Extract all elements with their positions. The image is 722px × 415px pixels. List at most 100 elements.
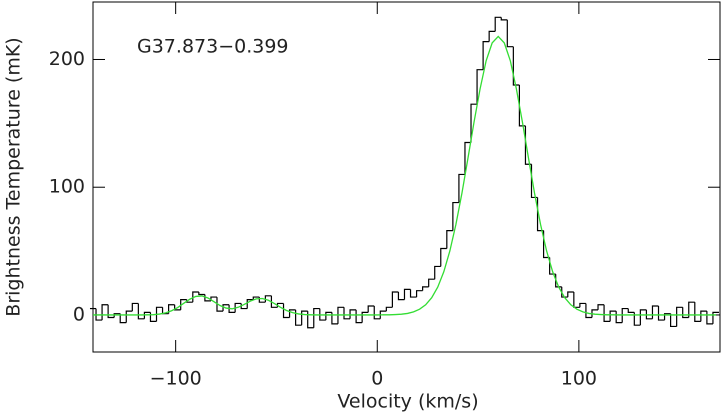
spectrum-step xyxy=(670,313,677,328)
spectrum-step xyxy=(228,304,236,314)
spectrum-step xyxy=(155,306,163,322)
spectrum-step xyxy=(561,286,568,298)
spectrum-step xyxy=(446,230,453,249)
spectrum-step xyxy=(397,291,405,301)
spectrum-step xyxy=(343,307,351,320)
spectrum-step xyxy=(385,306,393,312)
y-axis-label: Brightness Temperature (mK) xyxy=(3,37,25,316)
spectrum-step xyxy=(270,295,278,308)
spectrum-step xyxy=(313,307,320,328)
spectrum-step xyxy=(234,302,242,313)
spectrum-step xyxy=(119,313,127,324)
spectrum-step xyxy=(355,309,363,324)
spectrum-step xyxy=(168,304,175,314)
spectrum-step xyxy=(180,299,187,310)
spectrum-step xyxy=(591,309,599,318)
x-tick-label: 100 xyxy=(561,368,597,390)
spectrum-step xyxy=(373,306,381,320)
y-tick-label: 0 xyxy=(73,303,85,325)
spectrum-step xyxy=(567,291,574,298)
spectrum-step xyxy=(113,313,121,318)
spectrum-step xyxy=(95,308,103,321)
spectrum-step xyxy=(615,311,623,324)
spectrum-step xyxy=(137,303,145,320)
spectrum-step xyxy=(101,304,109,321)
x-tick-label: 0 xyxy=(371,368,383,390)
spectrum-step xyxy=(379,310,387,319)
spectrum-step xyxy=(627,308,635,314)
spectrum-step xyxy=(482,40,490,70)
spectrum-step xyxy=(585,303,592,319)
spectrum-step xyxy=(125,310,133,323)
spectrum-step xyxy=(712,311,719,324)
spectrum-step xyxy=(361,311,369,323)
spectrum-step xyxy=(579,302,586,308)
spectrum-step xyxy=(609,310,617,322)
spectrum-step xyxy=(663,313,671,321)
spectrum-step xyxy=(422,286,429,291)
spectrum-step xyxy=(198,291,205,296)
spectrum-step xyxy=(657,306,665,321)
spectrum-step xyxy=(264,295,272,303)
spectrum-step xyxy=(506,19,514,48)
spectrum-step xyxy=(488,30,496,42)
spectrum-step xyxy=(149,312,157,322)
spectrum-step xyxy=(512,46,520,86)
spectrum-step xyxy=(192,291,199,303)
spectrum-step xyxy=(639,309,647,326)
spectrum-step xyxy=(464,141,472,175)
spectrum-step xyxy=(597,304,605,310)
spectrum-step xyxy=(240,303,248,310)
spectrum-step xyxy=(319,308,326,321)
spectrum-step xyxy=(621,307,629,323)
spectrum-step xyxy=(415,290,423,298)
spectrum-step xyxy=(107,304,115,319)
spectrum-step xyxy=(651,305,659,319)
spectrum-step xyxy=(252,296,260,300)
spectrum-step xyxy=(301,310,308,326)
spectrum-step xyxy=(676,306,683,327)
x-tick-label: −100 xyxy=(150,368,202,390)
y-tick-label: 100 xyxy=(49,176,85,198)
spectrum-step xyxy=(440,247,447,267)
x-axis-label: Velocity (km/s) xyxy=(337,391,478,413)
spectrum-step xyxy=(476,69,484,105)
spectrum-step xyxy=(694,302,701,322)
spectrum-step xyxy=(325,311,332,321)
spectrum-step xyxy=(288,309,296,318)
spectrum-step xyxy=(603,304,611,322)
spectrum-step xyxy=(186,299,193,303)
spectrum-step xyxy=(246,299,254,309)
spectrum-step xyxy=(337,306,345,324)
fit-line xyxy=(93,35,716,316)
spectrum-step xyxy=(349,309,357,319)
spectrum-step xyxy=(331,312,338,325)
spectrum-step xyxy=(470,103,478,143)
spectrum-step xyxy=(131,302,139,312)
spectrum-step xyxy=(682,307,689,319)
spectrum-step xyxy=(645,309,653,320)
plot-frame xyxy=(92,1,721,353)
spectrum-step xyxy=(452,201,459,231)
spectrum-step xyxy=(143,311,151,319)
spectrum-step xyxy=(367,305,375,313)
spectrum-step xyxy=(458,173,465,203)
annotation: G37.873−0.399 xyxy=(137,36,289,58)
spectrum-step xyxy=(500,17,508,21)
spectrum-step xyxy=(633,312,641,326)
spectrum-step xyxy=(307,311,314,329)
y-tick-label: 200 xyxy=(49,48,85,70)
spectrum-step xyxy=(706,311,713,325)
spectrum-step xyxy=(688,301,695,318)
spectrum-step xyxy=(434,265,441,280)
spectrum-step xyxy=(428,278,435,287)
spectrum-step xyxy=(282,303,290,319)
spectrum-step xyxy=(391,291,399,308)
spectrum-step xyxy=(573,291,580,308)
spectrum-step xyxy=(216,297,224,312)
spectrum-step xyxy=(403,288,411,300)
spectrum-step xyxy=(295,309,302,326)
spectrum-step xyxy=(222,304,230,312)
spectrum-step xyxy=(494,16,502,32)
